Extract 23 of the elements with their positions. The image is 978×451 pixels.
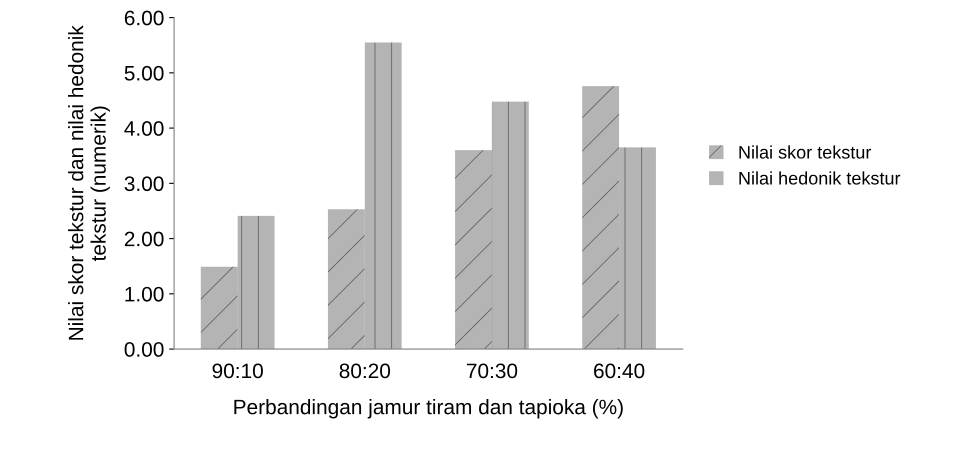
y-tick-label: 3.00 [124, 176, 164, 192]
y-tick-label: 4.00 [124, 121, 164, 136]
bar [328, 209, 365, 350]
bar [238, 216, 275, 350]
legend-label: Nilai hedonik tekstur [739, 171, 900, 185]
x-tick-label: 90:10 [212, 364, 263, 378]
x-tick-label: 70:30 [466, 364, 518, 378]
legend-label: Nilai skor tekstur [739, 145, 872, 159]
y-tick-label: 2.00 [124, 232, 164, 246]
y-tick-label: 6.00 [124, 10, 164, 26]
bar [455, 150, 492, 350]
x-tick-label: 60:40 [594, 364, 644, 378]
y-tick-label: 1.00 [125, 286, 164, 302]
x-tick-label: 80:20 [340, 364, 390, 378]
x-axis-title: Perbandingan jamur tiram dan tapioka (%) [234, 399, 623, 418]
y-tick-label: 5.00 [124, 66, 164, 81]
bar [200, 266, 238, 350]
y-axis-title: Nilai skor tekstur dan nilai hedonik tekstur (numerik) [68, 25, 110, 340]
bar [492, 102, 529, 350]
bar [364, 42, 402, 350]
y-tick-label: 0.00 [124, 342, 164, 357]
bar [619, 147, 656, 350]
bar [582, 86, 620, 350]
